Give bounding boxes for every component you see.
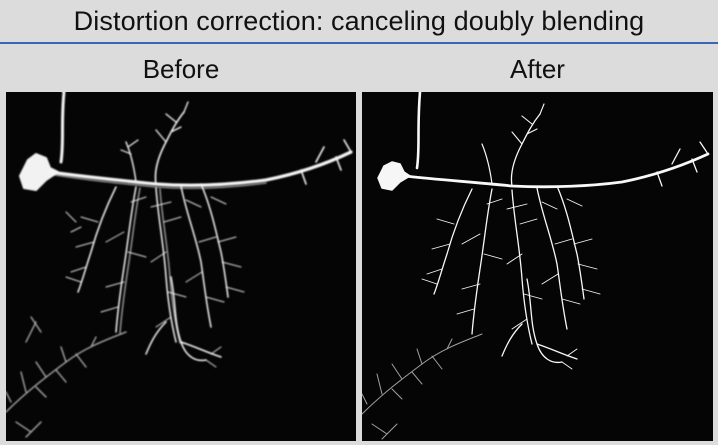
before-image	[6, 92, 356, 441]
after-label: After	[510, 53, 565, 84]
before-neuron	[6, 92, 353, 438]
figure-title: Distortion correction: canceling doubly …	[0, 0, 718, 42]
after-neuron-image	[362, 92, 710, 440]
before-neuron-image	[6, 92, 353, 438]
title-divider	[0, 42, 718, 44]
after-image	[362, 92, 713, 441]
after-neuron	[362, 92, 710, 440]
before-label: Before	[142, 53, 220, 84]
